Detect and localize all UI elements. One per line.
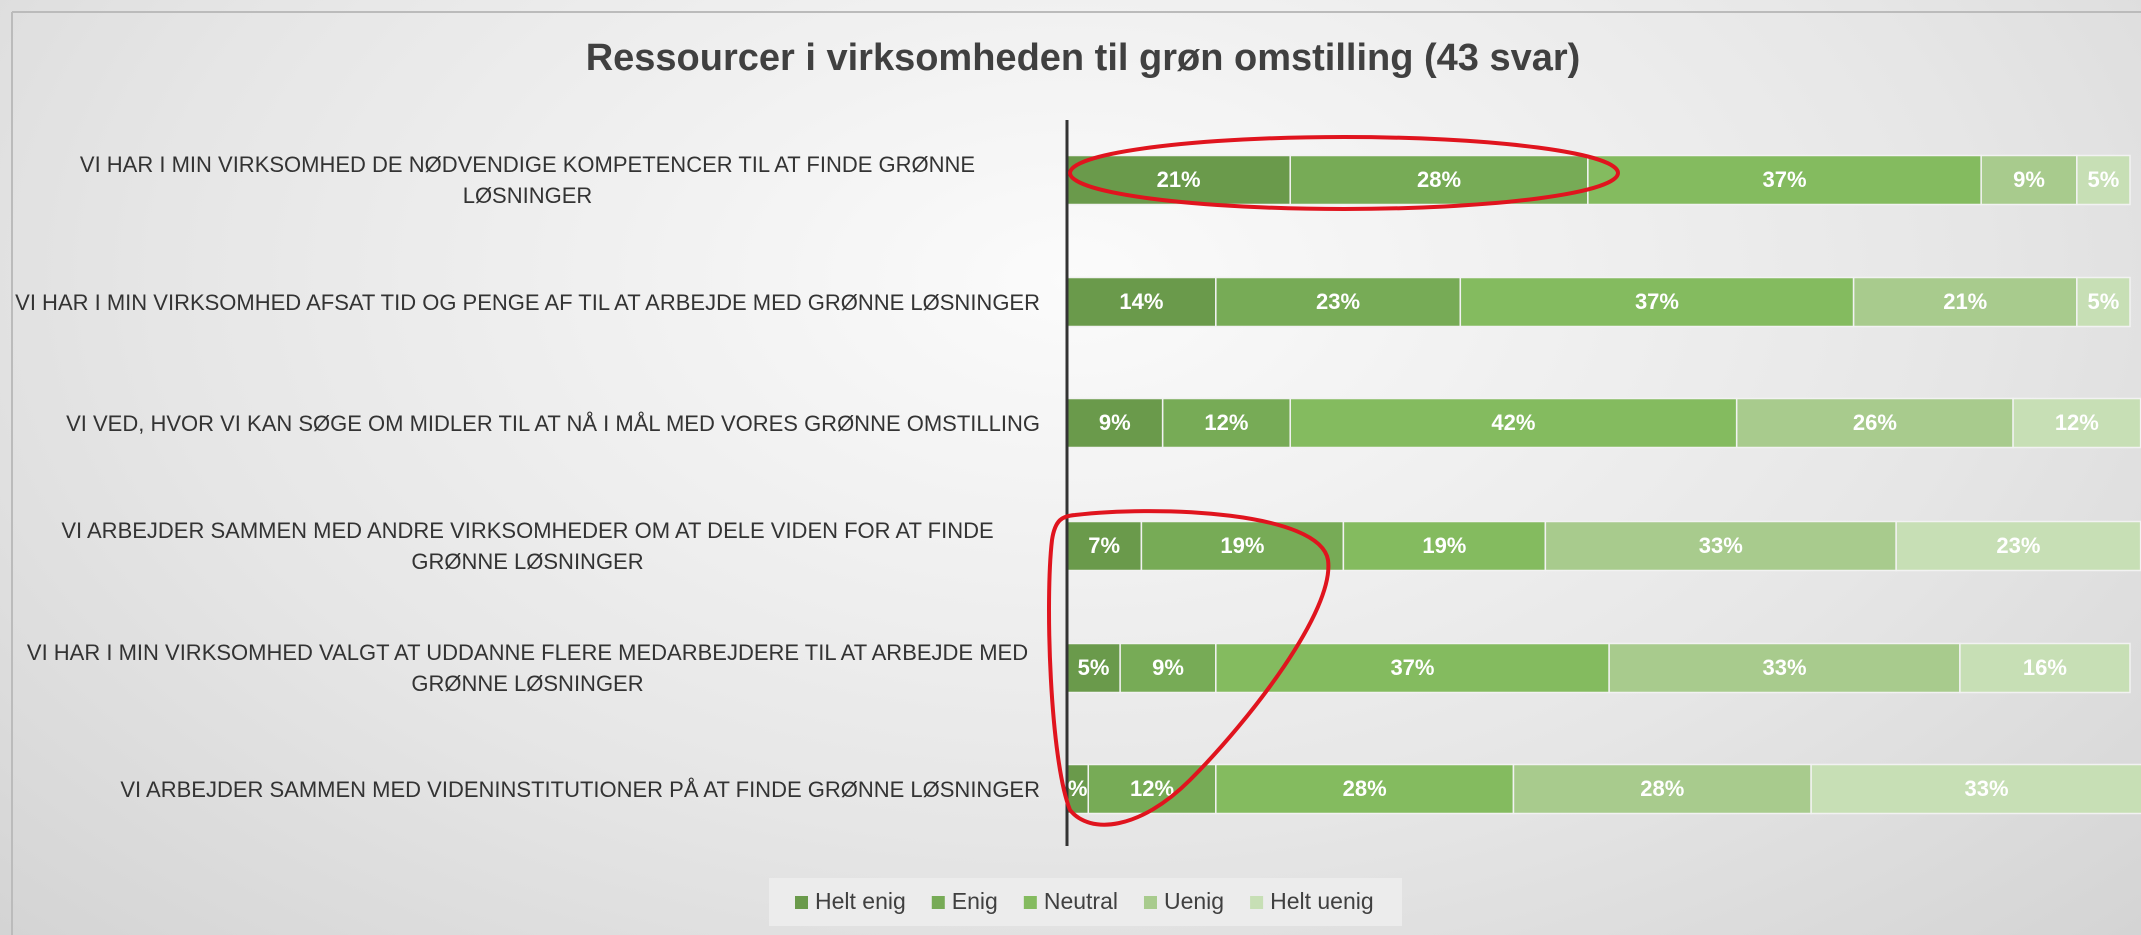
data-label: 5% [2088,167,2120,192]
bar-segment [1066,154,1291,206]
bar-segment [1608,642,1961,694]
data-label: % [1068,776,1088,801]
bar-segment [1512,763,1812,815]
legend-label: Neutral [1044,888,1118,914]
legend-swatch [1023,896,1037,909]
data-label: 16% [2023,655,2067,680]
bar-segment [1140,520,1345,572]
bar-segment [1289,154,1589,206]
data-label: 19% [1422,533,1466,558]
bar-segment [1289,397,1738,449]
data-label: 37% [1763,167,1807,192]
bar-segment [2076,276,2131,328]
data-label: 21% [1157,167,1201,192]
data-label: 14% [1119,289,1163,314]
bar-segment [1215,276,1462,328]
data-label: 12% [1204,410,1248,435]
legend-label: Enig [952,888,998,914]
legend-swatch [1143,896,1157,909]
category-label-box: VI HAR I MIN VIRKSOMHED AFSAT TID OG PEN… [15,267,1040,337]
data-label: 12% [1130,776,1174,801]
category-label: VI VED, HVOR VI KAN SØGE OM MIDLER TIL A… [66,410,1040,436]
category-label-box: VI HAR I MIN VIRKSOMHED DE NØDVENDIGE KO… [15,145,1040,215]
data-label: 33% [1699,533,1743,558]
highlight-loop [1047,509,1331,827]
data-label: 5% [1078,655,1110,680]
data-label: 23% [1996,533,2040,558]
data-label: 37% [1635,289,1679,314]
data-label: 21% [1943,289,1987,314]
category-label: VI ARBEJDER SAMMEN MED ANDRE VIRKSOMHEDE… [61,518,994,574]
data-label: 5% [2088,289,2120,314]
category-label: VI HAR I MIN VIRKSOMHED DE NØDVENDIGE KO… [79,152,976,208]
data-label: 42% [1491,410,1535,435]
data-label: 9% [1152,655,1184,680]
bar-segment [1459,276,1855,328]
bar-segment [1959,642,2131,694]
legend-label: Helt enig [815,888,906,914]
category-label-box: VI ARBEJDER SAMMEN MED VIDENINSTITUTIONE… [120,754,1040,824]
bar-segment [1342,520,1547,572]
annotation-shapes [1047,135,1620,827]
bar-segment [1215,763,1515,815]
bar-segment [1119,642,1217,694]
legend-swatch [795,896,808,909]
bar-segment [1066,397,1164,449]
data-label: 9% [1099,410,1131,435]
category-label-box: VI ARBEJDER SAMMEN MED ANDRE VIRKSOMHEDE… [15,511,1040,581]
data-label: 28% [1417,167,1461,192]
bar-segment [1735,397,2014,449]
data-label: 26% [1853,410,1897,435]
data-label: 9% [2013,167,2045,192]
bar-segment [1066,520,1143,572]
data-label: 12% [2055,410,2099,435]
legend-box [769,878,1402,926]
category-label: VI HAR I MIN VIRKSOMHED VALGT AT UDDANNE… [26,640,1029,696]
legend-swatch [1250,896,1264,909]
data-label: 33% [1964,776,2008,801]
data-label: 23% [1316,289,1360,314]
highlight-ellipse [1068,135,1620,211]
data-label: 33% [1763,655,1807,680]
data-label: 19% [1220,533,1264,558]
bar-segment [1066,642,1121,694]
data-label: 7% [1088,533,1120,558]
category-label-box: VI HAR I MIN VIRKSOMHED VALGT AT UDDANNE… [15,633,1040,703]
bar-segment [1852,276,2078,328]
category-label: VI ARBEJDER SAMMEN MED VIDENINSTITUTIONE… [120,776,1040,802]
legend-label: Uenig [1164,888,1224,914]
category-label-box: VI VED, HVOR VI KAN SØGE OM MIDLER TIL A… [66,388,1040,458]
data-label: 28% [1640,776,1684,801]
data-label: 37% [1390,655,1434,680]
bar-segment [1161,397,1291,449]
bar-segment [1810,763,2141,815]
bar-segment [2076,154,2131,206]
legend-label: Helt uenig [1270,888,1374,914]
legend-swatch [931,896,945,909]
bar-segment [2012,397,2141,449]
chart-title: Ressourcer i virksomheden til grøn omsti… [586,37,1581,79]
data-label: 28% [1343,776,1387,801]
category-label: VI HAR I MIN VIRKSOMHED AFSAT TID OG PEN… [15,289,1040,315]
